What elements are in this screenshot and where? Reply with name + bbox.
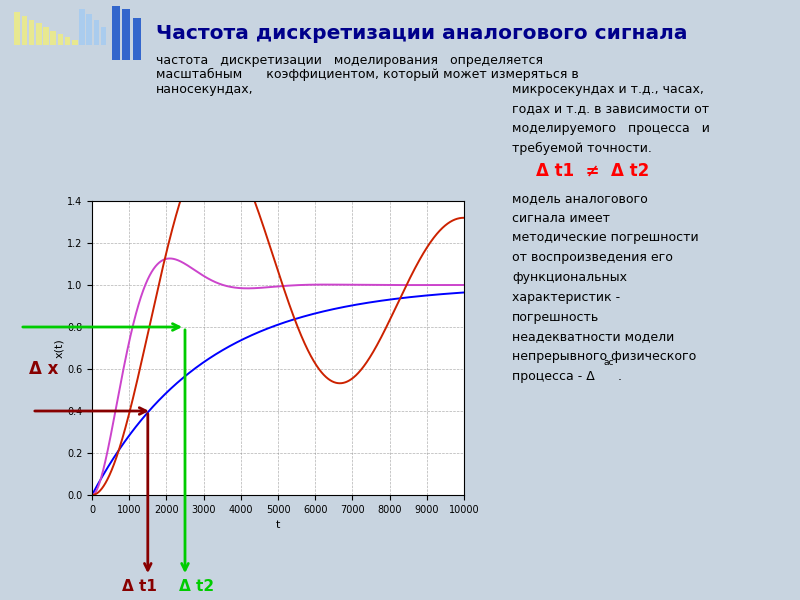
Y-axis label: x(t): x(t) — [54, 338, 64, 358]
Text: ac: ac — [604, 358, 614, 367]
Text: неадекватности модели: неадекватности модели — [512, 330, 674, 343]
Text: непрерывного физического: непрерывного физического — [512, 350, 696, 363]
Text: сигнала имеет: сигнала имеет — [512, 211, 610, 224]
X-axis label: t: t — [276, 520, 280, 530]
Text: Частота дискретизации аналогового сигнала: Частота дискретизации аналогового сигнал… — [156, 24, 687, 43]
Text: частота   дискретизации   моделирования   определяется: частота дискретизации моделирования опре… — [156, 54, 543, 67]
Text: требуемой точности.: требуемой точности. — [512, 142, 652, 155]
Text: Δ t1: Δ t1 — [122, 579, 158, 594]
Text: Δ t1  ≠  Δ t2: Δ t1 ≠ Δ t2 — [536, 162, 650, 180]
Text: наносекундах,: наносекундах, — [156, 83, 254, 96]
Text: методические погрешности: методические погрешности — [512, 231, 698, 244]
Text: модель аналогового: модель аналогового — [512, 191, 648, 205]
Text: микросекундах и т.д., часах,: микросекундах и т.д., часах, — [512, 83, 704, 96]
Text: годах и т.д. в зависимости от: годах и т.д. в зависимости от — [512, 103, 709, 116]
Text: масштабным      коэффициентом, который может измеряться в: масштабным коэффициентом, который может … — [156, 68, 578, 82]
Text: .: . — [618, 370, 622, 383]
Text: функциональных: функциональных — [512, 271, 627, 284]
Text: процесса - Δ: процесса - Δ — [512, 370, 594, 383]
Text: от воспроизведения его: от воспроизведения его — [512, 251, 673, 264]
Text: погрешность: погрешность — [512, 311, 599, 323]
Text: моделируемого   процесса   и: моделируемого процесса и — [512, 122, 710, 136]
Text: Δ x: Δ x — [30, 360, 58, 378]
Text: характеристик -: характеристик - — [512, 291, 620, 304]
Text: Δ t2: Δ t2 — [179, 579, 214, 594]
